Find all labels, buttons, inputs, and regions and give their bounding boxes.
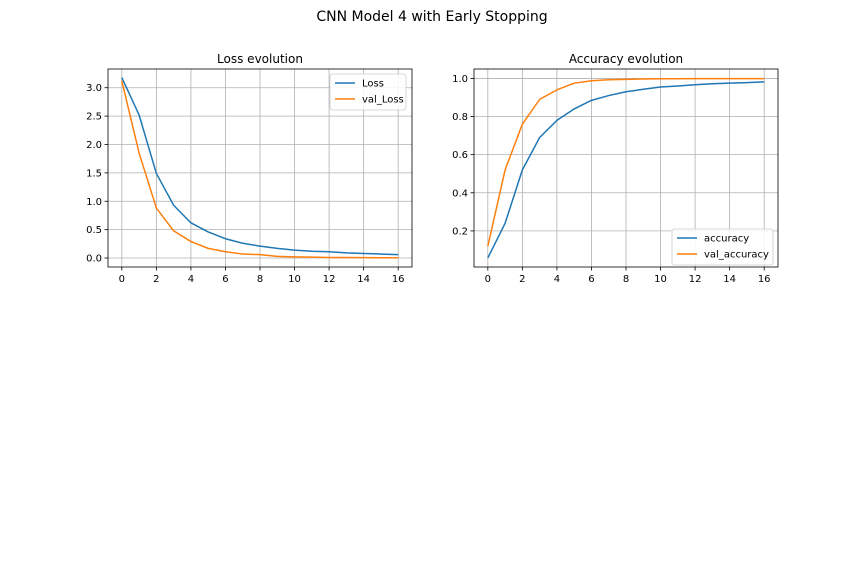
y-tick-label: 3.0 xyxy=(86,83,102,94)
y-tick-label: 2.0 xyxy=(86,140,102,151)
y-tick-label: 1.5 xyxy=(86,168,102,179)
y-tick-label: 2.5 xyxy=(86,112,102,123)
series-line-loss xyxy=(121,77,399,256)
x-tick-label: 8 xyxy=(257,274,263,285)
legend-label: val_Loss xyxy=(362,95,404,106)
series-line-val_loss xyxy=(121,80,399,259)
x-tick-label: 4 xyxy=(188,274,194,285)
x-tick-label: 12 xyxy=(323,274,336,285)
x-tick-label: 2 xyxy=(153,274,159,285)
x-tick-label: 14 xyxy=(357,274,370,285)
chart-title: Loss evolution xyxy=(217,52,303,66)
figure-title: CNN Model 4 with Early Stopping xyxy=(316,9,548,25)
x-tick-label: 6 xyxy=(222,274,228,285)
y-tick-label: 0.0 xyxy=(86,254,102,265)
legend-label: Loss xyxy=(362,79,384,90)
x-tick-label: 16 xyxy=(392,274,405,285)
y-tick-label: 1.0 xyxy=(86,197,102,208)
y-tick-label: 0.5 xyxy=(86,225,102,236)
x-tick-label: 10 xyxy=(288,274,301,285)
plot-frame xyxy=(107,68,413,268)
x-tick-label: 0 xyxy=(119,274,125,285)
